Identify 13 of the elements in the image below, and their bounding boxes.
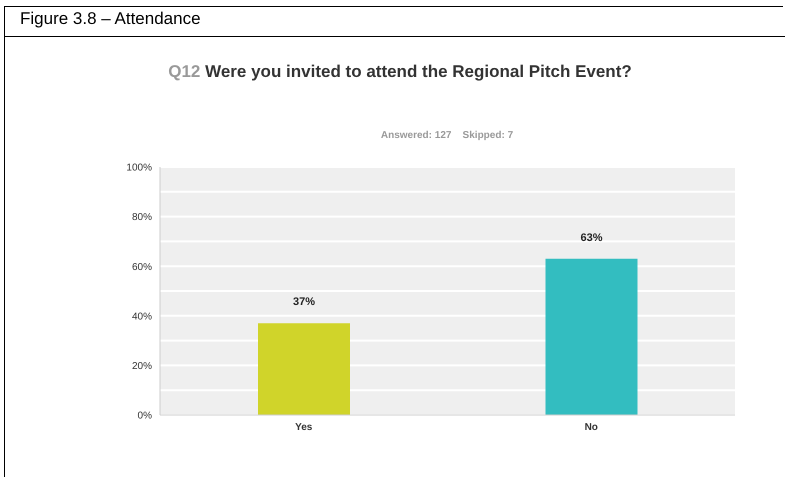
y-tick-label: 0%	[138, 410, 152, 422]
data-label: 37%	[292, 296, 316, 308]
text: Answered: 127 Skipped: 7	[380, 130, 514, 141]
data-label: 63%	[580, 232, 603, 244]
chart-subtitle: Q12 Were you invited to attend the Regional Pitch Event?	[167, 61, 633, 83]
y-tick-label: 40%	[132, 311, 152, 322]
y-tick-label: 60%	[132, 262, 152, 273]
x-tick-label: No	[584, 422, 598, 434]
chart-title: Figure 3.8 – Attendance	[20, 9, 201, 29]
y-tick-label: 20%	[132, 360, 152, 372]
y-tick-label: 80%	[132, 212, 152, 224]
x-tick-label: Yes	[295, 422, 313, 434]
y-tick-label: 100%	[126, 162, 152, 174]
